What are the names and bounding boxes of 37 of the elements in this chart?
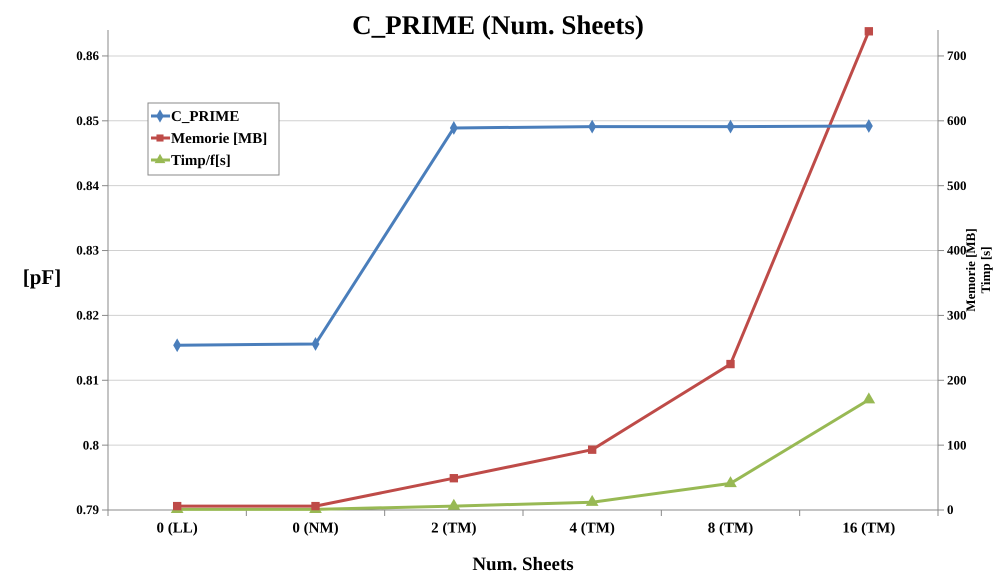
y-tick-label: 0.82 bbox=[76, 308, 99, 323]
x-tick-label: 2 (TM) bbox=[431, 520, 477, 536]
x-tick-label: 0 (NM) bbox=[292, 520, 339, 536]
point bbox=[447, 498, 460, 510]
legend-label: Memorie [MB] bbox=[171, 131, 268, 147]
y-tick-label: 0.85 bbox=[76, 112, 100, 128]
x-axis-title: Num. Sheets bbox=[472, 554, 574, 574]
point bbox=[588, 445, 596, 454]
point bbox=[724, 476, 737, 488]
point bbox=[450, 474, 458, 482]
legend-label: C_PRIME bbox=[171, 109, 240, 125]
point bbox=[862, 392, 876, 404]
y-tick-label: 0.79 bbox=[76, 502, 100, 518]
y2-tick-label: 300 bbox=[947, 308, 966, 323]
y2-tick-label: 700 bbox=[947, 48, 966, 64]
point bbox=[172, 502, 182, 510]
y-tick-label: 0.8 bbox=[82, 437, 100, 452]
x-tick-label: 16 (TM) bbox=[842, 520, 896, 536]
x-tick-label: 0 (LL) bbox=[156, 520, 198, 536]
y-tick-label: 0.81 bbox=[76, 372, 99, 388]
point bbox=[864, 27, 874, 36]
y2-tick-label: 0 bbox=[947, 502, 954, 518]
y-tick-label: 0.83 bbox=[76, 242, 100, 258]
y2-tick-label: 200 bbox=[947, 372, 966, 388]
y-tick-label: 0.84 bbox=[76, 178, 100, 193]
legend-label: Timp/f[s] bbox=[171, 153, 231, 169]
point bbox=[586, 494, 599, 506]
point bbox=[726, 360, 735, 368]
chart-title: C_PRIME (Num. Sheets) bbox=[352, 10, 644, 40]
point bbox=[311, 502, 320, 510]
x-tick-label: 8 (TM) bbox=[708, 520, 754, 536]
y-axis-title: [pF] bbox=[22, 265, 62, 289]
x-tick-label: 4 (TM) bbox=[569, 520, 615, 536]
y2-tick-label: 100 bbox=[947, 437, 966, 452]
y-tick-label: 0.86 bbox=[76, 48, 100, 64]
y2-tick-label: 600 bbox=[947, 112, 966, 128]
y2-tick-label: 500 bbox=[947, 178, 966, 193]
